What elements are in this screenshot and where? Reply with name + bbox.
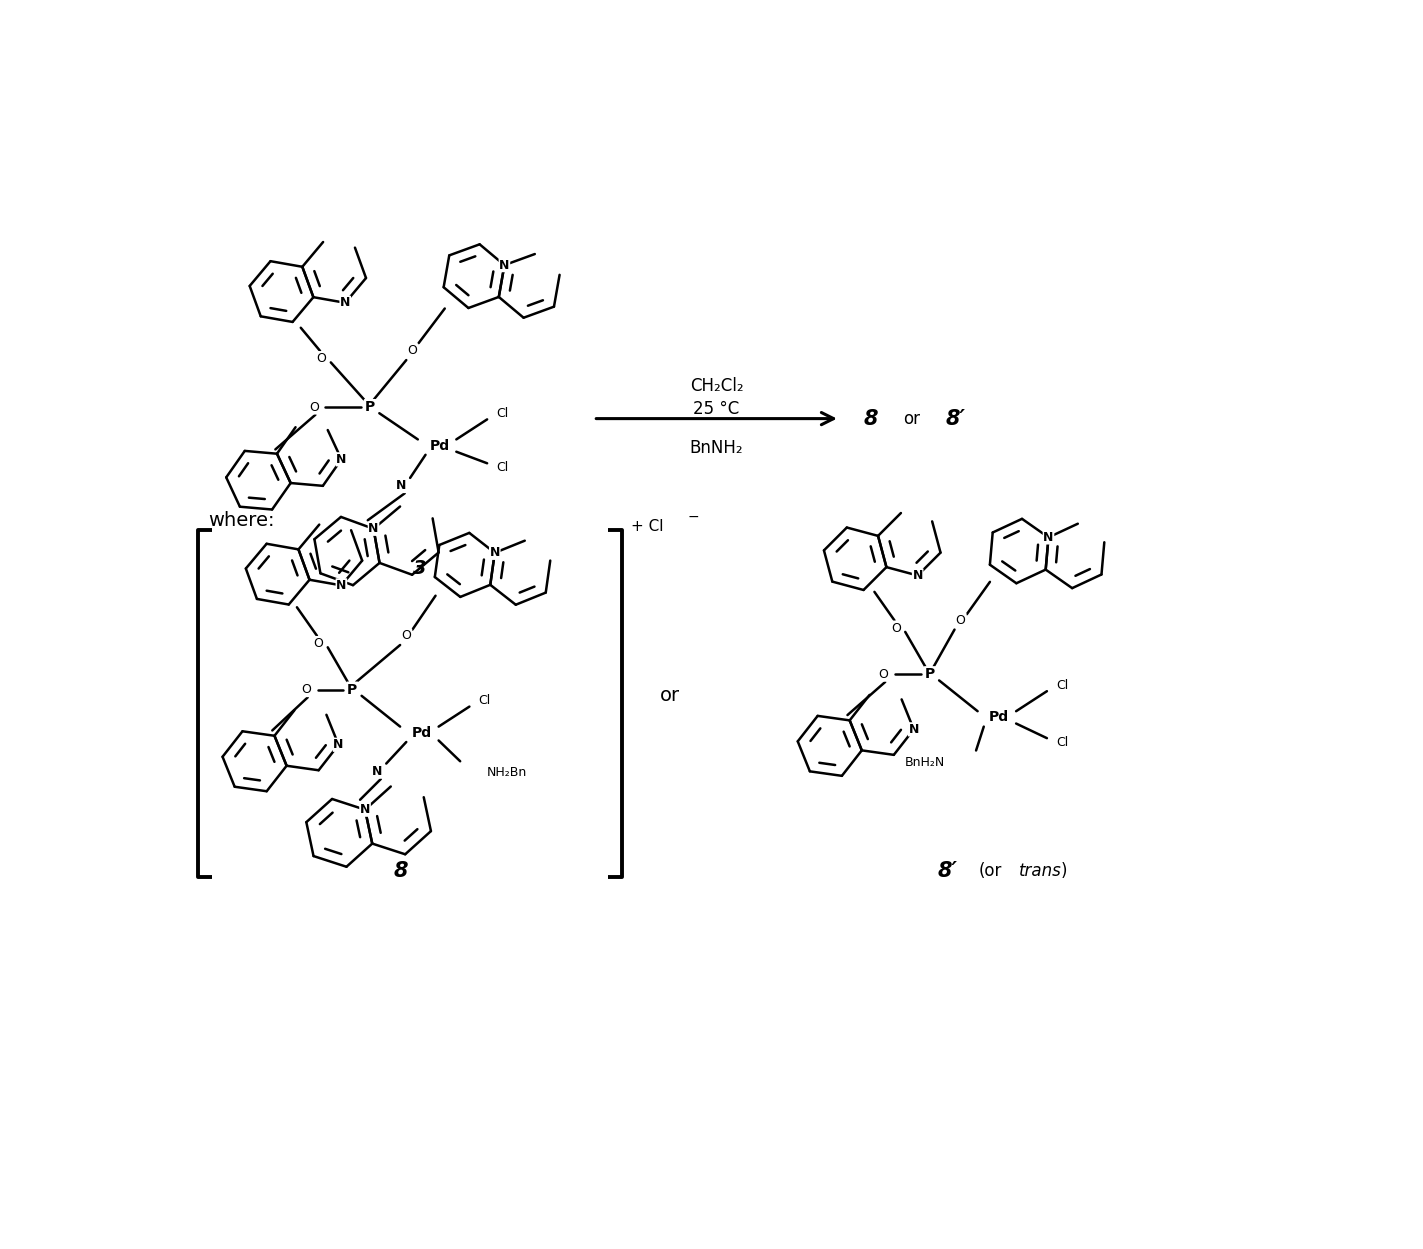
Text: 8: 8 [864, 408, 878, 428]
Text: Pd: Pd [989, 711, 1009, 724]
Text: 3: 3 [413, 560, 427, 578]
Text: O: O [309, 401, 319, 413]
Text: Pd: Pd [430, 438, 450, 452]
Text: O: O [401, 629, 411, 642]
Text: N: N [908, 723, 919, 736]
Text: N: N [360, 803, 370, 816]
Text: N: N [396, 480, 406, 492]
Text: P: P [364, 400, 376, 415]
Text: Cl: Cl [478, 694, 491, 707]
Text: where:: where: [208, 511, 275, 530]
Text: 8′: 8′ [938, 862, 958, 882]
Text: N: N [369, 522, 379, 536]
Text: trans: trans [1019, 862, 1062, 881]
Text: O: O [891, 622, 901, 634]
Text: Cl: Cl [1056, 736, 1069, 748]
Text: O: O [317, 352, 326, 365]
Text: CH₂Cl₂: CH₂Cl₂ [690, 377, 743, 395]
Text: NH₂Bn: NH₂Bn [487, 767, 528, 779]
Text: N: N [336, 453, 347, 466]
Text: Cl: Cl [497, 407, 508, 420]
Text: + Cl: + Cl [632, 518, 663, 533]
Text: N: N [336, 578, 347, 592]
Text: O: O [879, 668, 888, 681]
Text: (or: (or [979, 862, 1002, 881]
Text: N: N [912, 570, 924, 582]
Text: 8: 8 [394, 862, 408, 882]
Text: Cl: Cl [497, 461, 508, 473]
Text: P: P [925, 667, 935, 681]
Text: N: N [490, 546, 499, 560]
Text: Pd: Pd [411, 726, 431, 739]
Text: N: N [340, 296, 350, 310]
Text: BnH₂N: BnH₂N [905, 756, 945, 768]
Text: P: P [347, 683, 357, 697]
Text: N: N [371, 764, 383, 778]
Text: or: or [902, 410, 919, 427]
Text: 8′: 8′ [945, 408, 965, 428]
Text: N: N [1043, 531, 1053, 543]
Text: O: O [313, 637, 323, 649]
Text: O: O [302, 683, 312, 696]
Text: or: or [660, 686, 680, 706]
Text: O: O [407, 345, 417, 357]
Text: ): ) [1060, 862, 1067, 881]
Text: N: N [333, 738, 344, 752]
Text: O: O [956, 613, 966, 627]
Text: 25 °C: 25 °C [693, 401, 740, 418]
Text: BnNH₂: BnNH₂ [690, 438, 743, 457]
Text: N: N [499, 259, 509, 271]
Text: Cl: Cl [1056, 678, 1069, 692]
Text: −: − [687, 510, 699, 523]
